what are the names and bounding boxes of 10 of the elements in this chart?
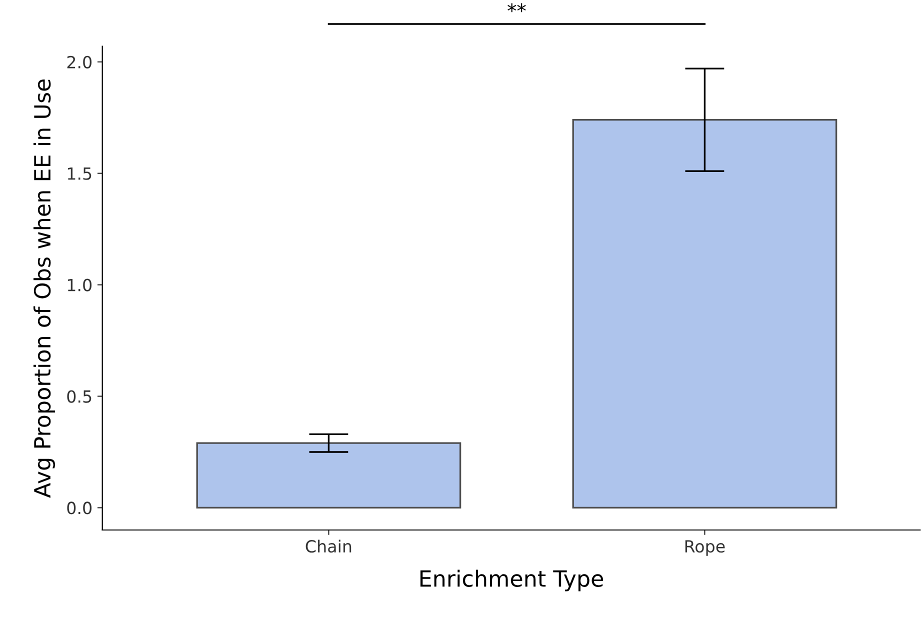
x-tick-label: Rope xyxy=(685,540,725,556)
y-tick-label: 0.0 xyxy=(67,502,92,514)
x-axis-title: Enrichment Type xyxy=(420,570,604,592)
y-tick-label: 0.5 xyxy=(67,390,92,403)
y-tick-label: 1.5 xyxy=(68,168,92,180)
text: ** xyxy=(508,3,526,12)
y-tick-label: 2.0 xyxy=(67,56,92,68)
y-tick-label: 1.0 xyxy=(68,278,92,292)
x-tick-label: Chain xyxy=(306,540,352,553)
y-axis-title: Avg Proportion of Obs when EE in Use xyxy=(33,79,56,498)
